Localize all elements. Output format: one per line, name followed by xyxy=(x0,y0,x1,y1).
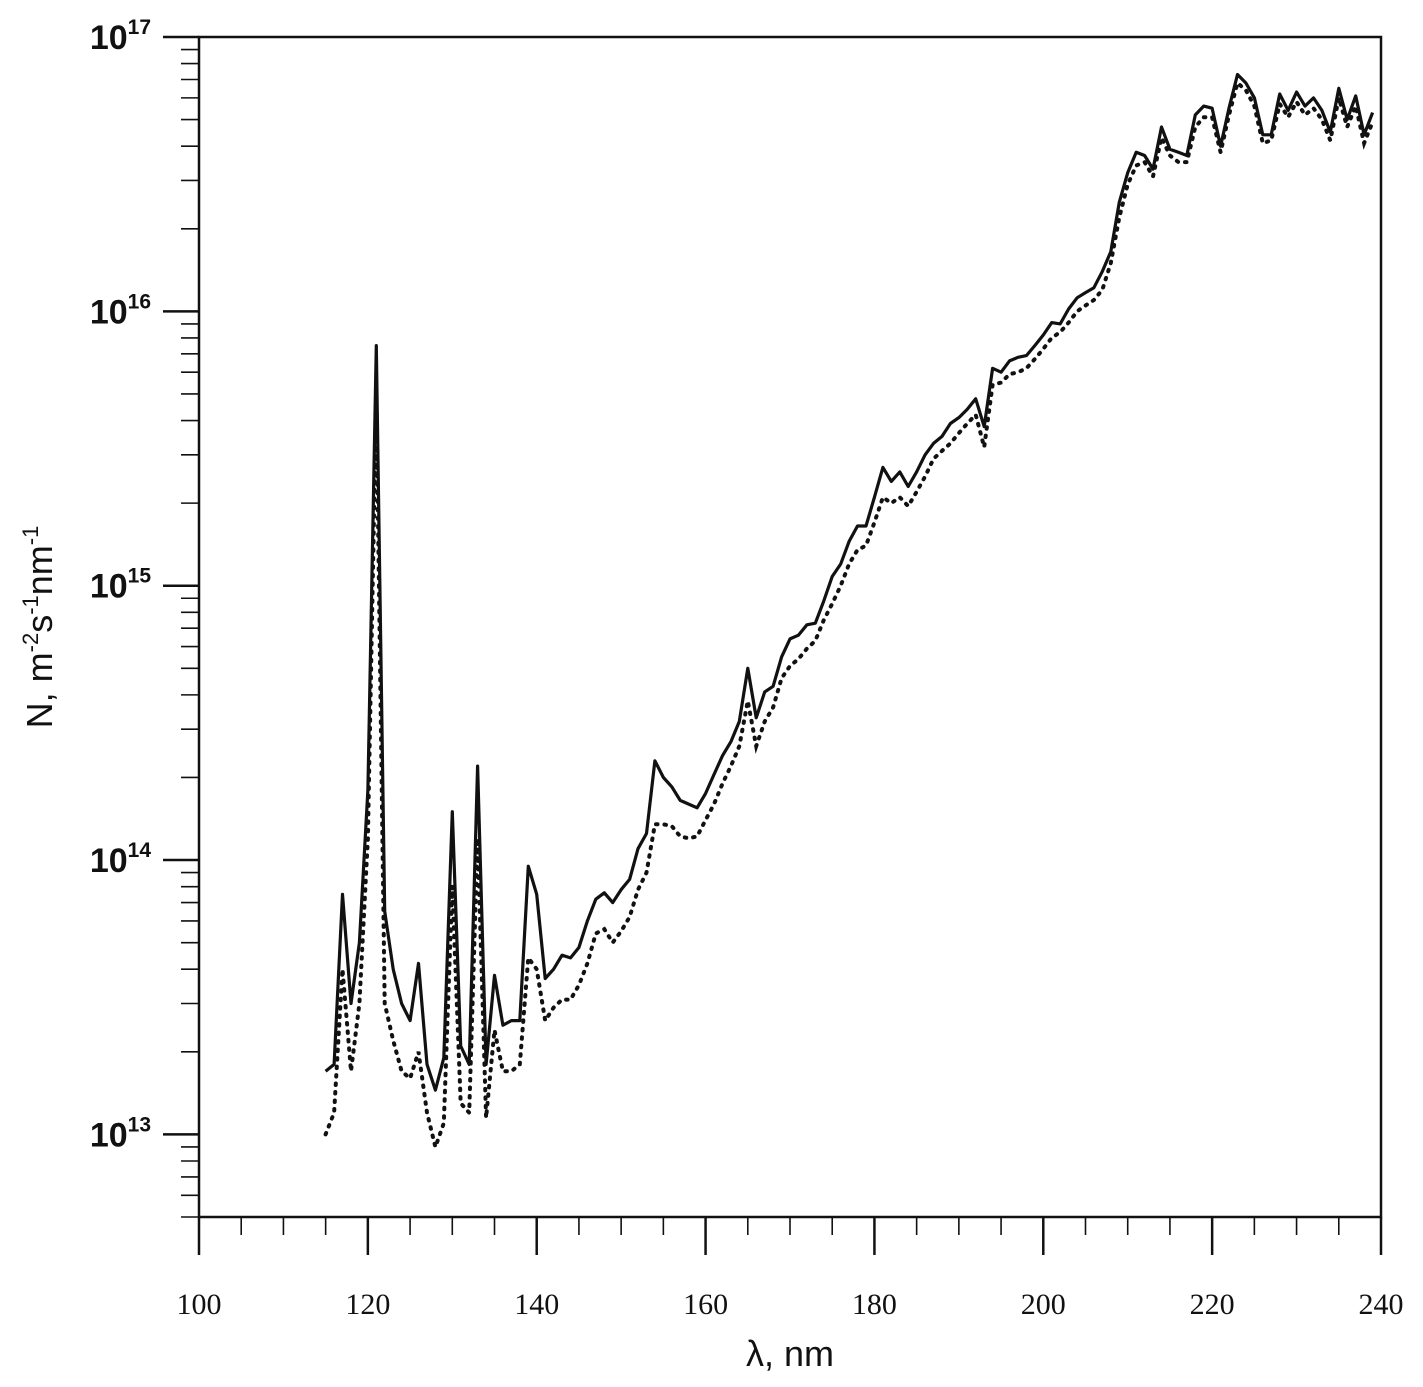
x-tick-label: 220 xyxy=(1190,1288,1235,1321)
x-tick-label: 100 xyxy=(177,1288,222,1321)
x-tick-label: 180 xyxy=(852,1288,897,1321)
y-tick-label: 1015 xyxy=(90,565,152,606)
x-axis-ticks: 100 120 140 160 180 200 220 240 xyxy=(177,1217,1404,1321)
x-tick-label: 200 xyxy=(1021,1288,1066,1321)
y-tick-label: 1017 xyxy=(90,16,151,57)
y-minor-ticks xyxy=(181,48,199,1218)
x-tick-label: 240 xyxy=(1359,1288,1404,1321)
series-line-solid xyxy=(324,72,1375,1092)
y-axis-title: N, m-2s-1nm-1 xyxy=(18,526,60,729)
y-tick-label: 1013 xyxy=(90,1113,151,1154)
x-tick-label: 140 xyxy=(514,1288,559,1321)
x-tick-label: 160 xyxy=(683,1288,728,1321)
y-tick-label: 1016 xyxy=(90,290,151,331)
x-tick-label: 120 xyxy=(345,1288,390,1321)
series-line-dotted xyxy=(323,79,1375,1155)
y-axis-ticks: 1013 1014 1015 1016 1017 xyxy=(90,16,199,1154)
plot-frame xyxy=(197,35,1383,1219)
y-tick-label: 1014 xyxy=(90,839,152,880)
x-axis-title: λ, nm xyxy=(746,1333,834,1374)
series-layer xyxy=(323,72,1375,1155)
